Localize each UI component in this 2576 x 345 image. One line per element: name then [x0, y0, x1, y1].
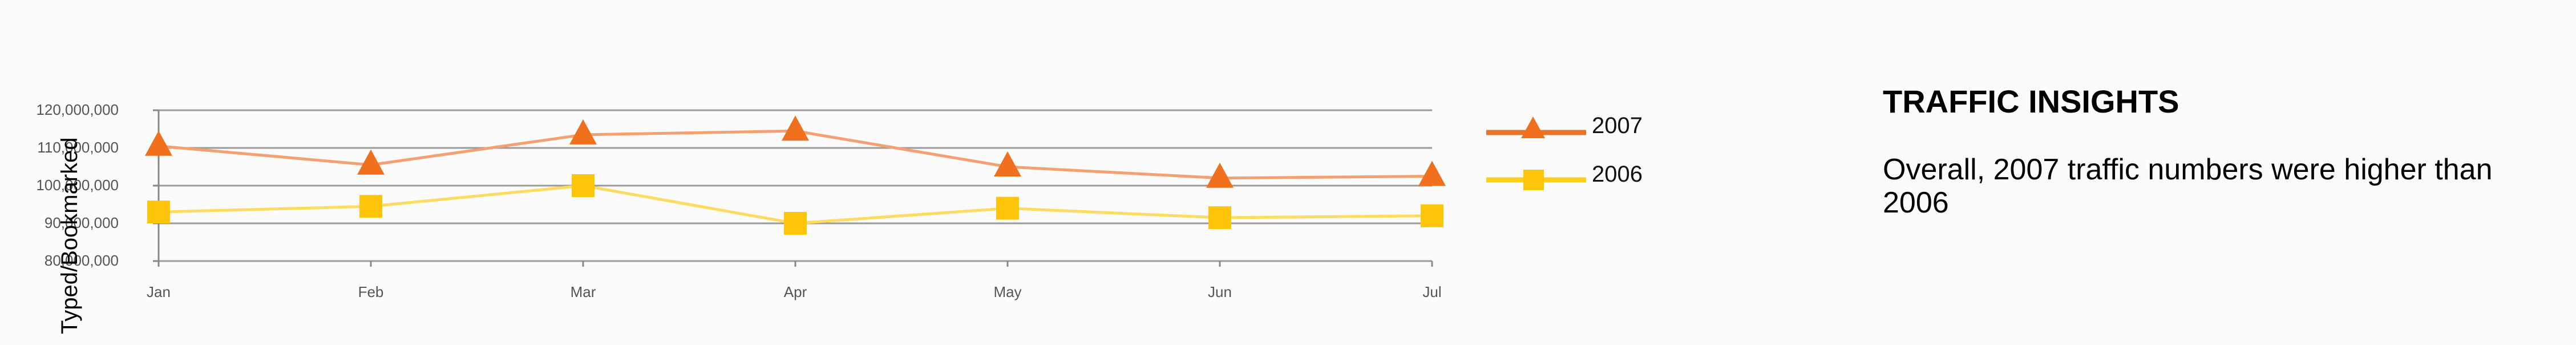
data-point	[572, 174, 595, 197]
data-point	[782, 115, 809, 141]
data-point	[569, 119, 597, 145]
x-tick-label: May	[993, 283, 1021, 300]
legend-label: 2007	[1592, 113, 1643, 138]
y-axis-ticks: 80,000,000 90,000,000 100,000,000 110,000,0…	[36, 101, 119, 269]
y-axis-label: Typed/Bookmarked	[57, 137, 82, 334]
triangle-marker-icon	[1486, 117, 1586, 138]
y-tick-label: 120,000,000	[36, 101, 119, 118]
data-point	[147, 200, 170, 224]
data-point	[996, 196, 1019, 220]
x-tick-label: Jul	[1422, 283, 1441, 300]
y-tick-label: 80,000,000	[45, 252, 119, 269]
legend-item-2006: 2006	[1483, 157, 1723, 191]
insights-body: Overall, 2007 traffic numbers were highe…	[1883, 153, 2493, 219]
series-2006	[147, 174, 1443, 235]
square-marker-icon	[1486, 170, 1586, 190]
y-tick-label: 110,000,000	[37, 139, 119, 156]
data-point	[1208, 206, 1231, 230]
y-tick-label: 90,000,000	[45, 214, 119, 231]
data-point	[145, 130, 172, 156]
x-tick-label: Jun	[1208, 283, 1232, 300]
data-point	[1418, 161, 1446, 186]
x-axis-ticks: Jan Feb Mar Apr May Jun Jul	[147, 283, 1442, 300]
series-2007	[145, 115, 1446, 188]
data-point	[994, 151, 1021, 176]
data-series	[145, 115, 1446, 235]
x-tick-label: Jan	[147, 283, 171, 300]
traffic-insights-panel: TRAFFIC INSIGHTS Overall, 2007 traffic n…	[1883, 83, 2539, 219]
x-tick-label: Feb	[358, 283, 384, 300]
data-point	[784, 212, 807, 235]
legend-item-2007: 2007	[1483, 109, 1723, 143]
x-tick-label: Apr	[784, 283, 807, 300]
data-point	[1421, 204, 1443, 227]
data-point	[359, 195, 382, 218]
data-point	[1206, 162, 1234, 188]
x-tick-label: Mar	[571, 283, 596, 300]
y-tick-label: 100,000,000	[36, 176, 119, 194]
legend-label: 2006	[1592, 162, 1643, 187]
insights-title: TRAFFIC INSIGHTS	[1883, 83, 2179, 119]
data-point	[357, 149, 385, 175]
